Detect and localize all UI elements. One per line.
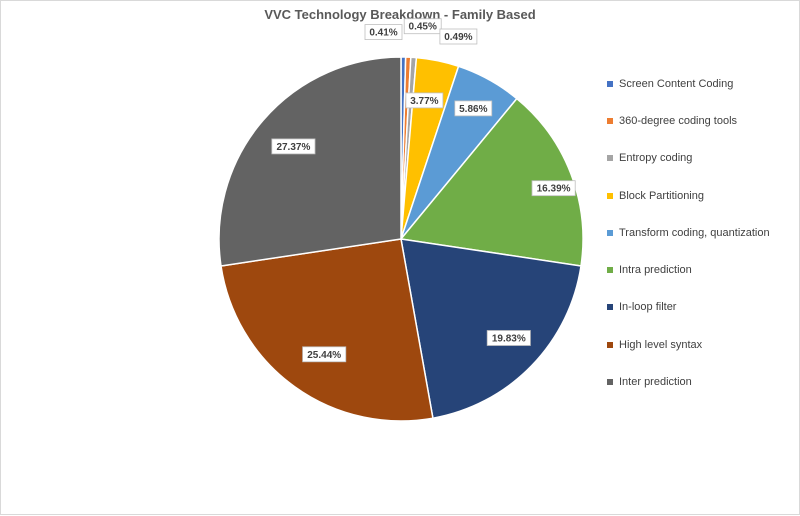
legend-item: Inter prediction: [607, 363, 770, 400]
chart-title: VVC Technology Breakdown - Family Based: [264, 7, 536, 22]
data-label: 0.41%: [369, 28, 397, 39]
legend-item: Transform coding, quantization: [607, 214, 770, 251]
data-label: 5.86%: [459, 104, 487, 115]
legend-item: In-loop filter: [607, 289, 770, 326]
pie-slice-intra-prediction: [399, 97, 584, 267]
legend-label: Transform coding, quantization: [619, 226, 770, 239]
data-label: 19.83%: [492, 334, 526, 345]
legend-swatch: [607, 80, 613, 87]
legend-item: Intra prediction: [607, 251, 770, 288]
legend-swatch: [607, 379, 613, 386]
legend-swatch: [607, 192, 613, 199]
legend-label: Intra prediction: [619, 264, 692, 277]
data-label: 16.39%: [537, 184, 571, 195]
data-label-box: [364, 24, 403, 41]
chart-legend: Screen Content Coding 360-degree coding t…: [607, 65, 770, 401]
data-label-box: [486, 330, 531, 346]
data-label-box: [439, 28, 478, 45]
legend-label: In-loop filter: [619, 301, 677, 314]
legend-item: 360-degree coding tools: [607, 102, 770, 139]
legend-label: High level syntax: [619, 338, 703, 351]
data-label: 27.37%: [276, 142, 310, 153]
data-label-box: [271, 138, 316, 155]
data-label: 3.77%: [410, 96, 438, 107]
legend-label: 360-degree coding tools: [619, 114, 738, 127]
legend-item: Block Partitioning: [607, 177, 770, 214]
legend-label: Inter prediction: [619, 376, 692, 389]
legend-label: Block Partitioning: [619, 189, 704, 202]
legend-swatch: [607, 117, 613, 124]
legend-item: Entropy coding: [607, 140, 770, 177]
legend-swatch: [607, 155, 613, 162]
data-label: 0.49%: [444, 32, 472, 43]
legend-swatch: [607, 229, 613, 236]
data-label-box: [405, 92, 444, 109]
pie-slice-inter-prediction: [218, 56, 402, 267]
legend-label: Screen Content Coding: [619, 77, 734, 90]
legend-swatch: [607, 341, 613, 348]
pie-slice-high-level-syntax: [220, 238, 434, 422]
data-label: 25.44%: [307, 350, 341, 361]
data-label: 0.45%: [409, 22, 437, 33]
pie-slice-in-loop-filter: [400, 238, 582, 420]
data-label-box: [454, 100, 493, 117]
legend-swatch: [607, 304, 613, 311]
data-label-box: [403, 18, 442, 35]
legend-item: High level syntax: [607, 326, 770, 363]
legend-item: Screen Content Coding: [607, 65, 770, 102]
legend-label: Entropy coding: [619, 152, 693, 165]
legend-swatch: [607, 267, 613, 274]
data-label-box: [531, 180, 576, 197]
data-label-box: [302, 346, 347, 363]
